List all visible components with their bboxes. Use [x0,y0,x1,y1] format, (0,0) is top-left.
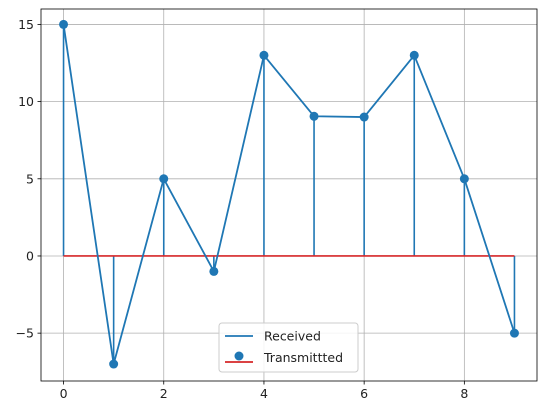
transmitted-marker [409,50,419,60]
x-tick-label: 4 [260,386,268,401]
legend-frame [218,322,359,373]
x-tick-label: 6 [360,386,368,401]
x-tick-label: 2 [160,386,168,401]
transmitted-marker [209,266,219,276]
marker-layer [59,19,519,369]
transmitted-marker [59,19,69,29]
legend-transmitted-marker-swatch [234,351,244,361]
stem-layer [62,24,516,365]
transmitted-marker [459,174,469,184]
tick-layer: 0 2 4 6 8 −5 0 5 10 15 [16,17,469,401]
transmitted-marker [259,50,269,60]
transmitted-marker [509,328,519,338]
x-tick-label: 8 [460,386,468,401]
transmitted-marker [109,359,119,369]
x-tick-label: 0 [60,386,68,401]
y-tick-label: 10 [18,94,34,109]
y-tick-label: −5 [16,326,34,341]
y-tick-label: 0 [26,248,34,263]
plot-frame [40,8,538,382]
line-layer [62,24,516,365]
received-series-line [62,24,516,365]
legend-received-label: Received [264,329,321,344]
legend: Received Transmittted [218,322,359,373]
transmitted-marker [359,112,369,122]
y-tick-label: 15 [18,17,34,32]
transmitted-marker [159,174,169,184]
legend-transmitted-label: Transmittted [263,350,343,365]
y-tick-label: 5 [26,171,34,186]
transmitted-marker [309,111,319,121]
